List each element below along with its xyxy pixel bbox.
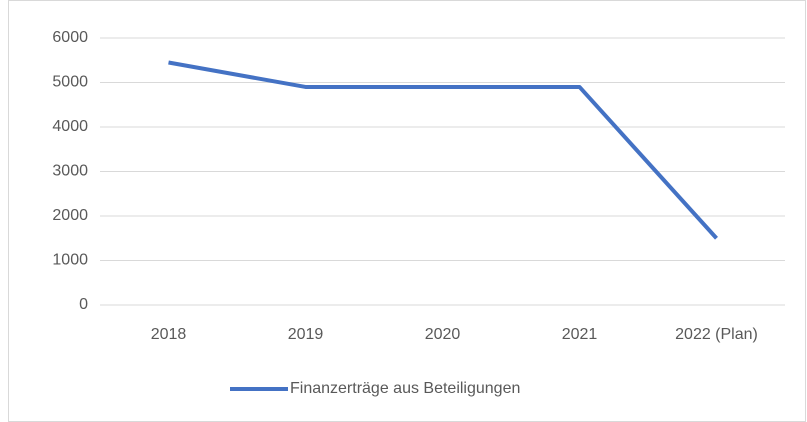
y-tick-label: 1000 bbox=[52, 252, 88, 269]
y-tick-label: 4000 bbox=[52, 118, 88, 135]
x-tick-label: 2019 bbox=[288, 326, 324, 343]
y-tick-label: 5000 bbox=[52, 74, 88, 91]
x-tick-label: 2021 bbox=[562, 326, 598, 343]
x-tick-label: 2022 (Plan) bbox=[675, 326, 758, 343]
x-tick-label: 2018 bbox=[151, 326, 187, 343]
y-tick-label: 0 bbox=[79, 296, 88, 313]
x-tick-label: 2020 bbox=[425, 326, 461, 343]
y-tick-label: 6000 bbox=[52, 29, 88, 46]
y-tick-label: 2000 bbox=[52, 207, 88, 224]
line-series bbox=[168, 60, 718, 240]
legend-label: Finanzerträge aus Beteiligungen bbox=[290, 380, 520, 397]
chart-border bbox=[8, 0, 806, 422]
y-tick-label: 3000 bbox=[52, 163, 88, 180]
